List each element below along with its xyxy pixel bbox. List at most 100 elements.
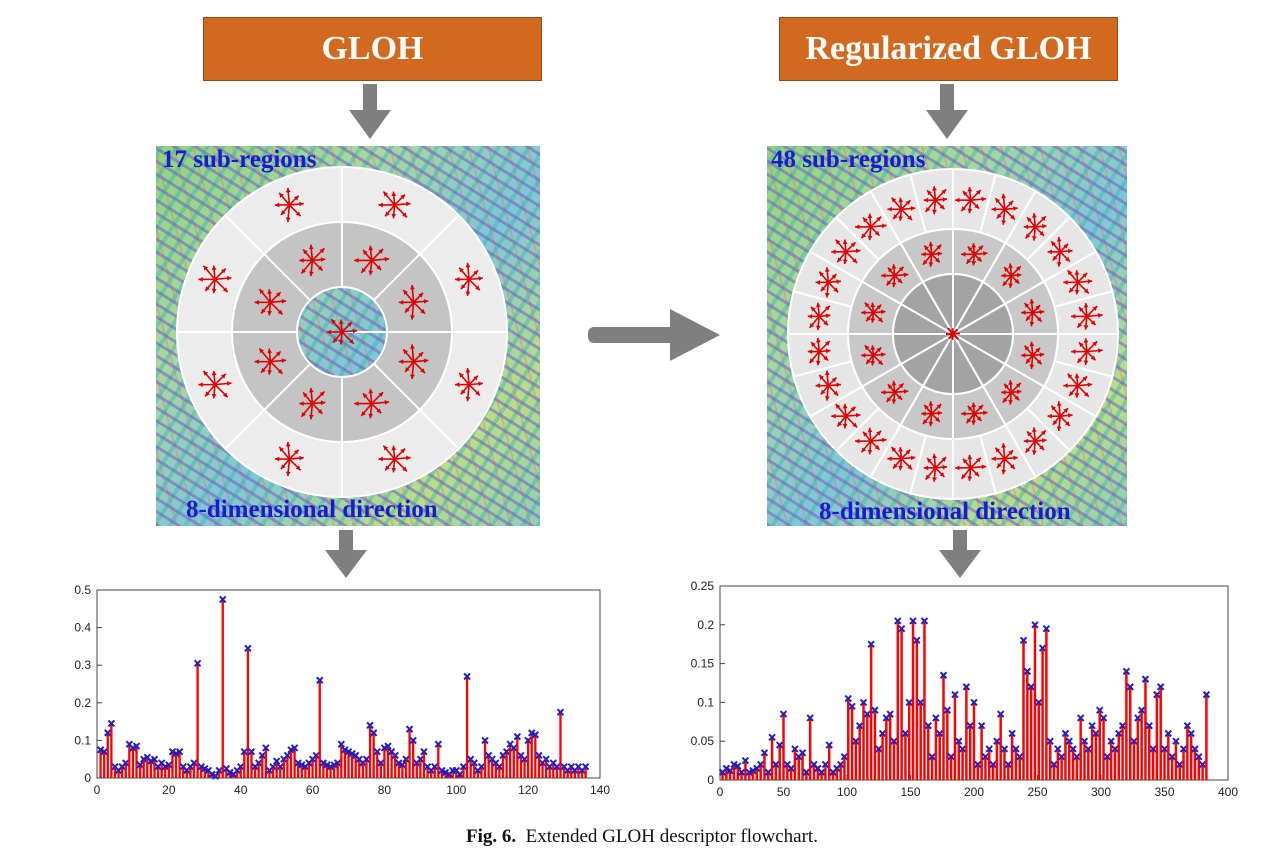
data-point-marker [1084, 745, 1093, 753]
bar [120, 766, 124, 778]
bar [509, 744, 512, 778]
data-point-marker [1156, 683, 1165, 691]
bar [462, 766, 465, 778]
data-point-marker [741, 756, 750, 765]
regularized-gloh-descriptor-chart: 0 0.05 0.1 0.15 0.2 0.25 0 50 100 150 200 250 300 350… [691, 579, 1239, 799]
gradient-direction-icon [299, 387, 326, 420]
bar [555, 766, 559, 778]
bar [196, 663, 199, 778]
data-point-marker [319, 759, 328, 767]
data-point-marker [775, 741, 784, 749]
bar [404, 759, 408, 778]
bar [358, 759, 361, 778]
bar [1201, 764, 1204, 780]
bar [458, 774, 462, 778]
data-point-marker [193, 659, 202, 668]
bar [721, 772, 724, 780]
bar [1068, 741, 1071, 780]
bar [1113, 748, 1117, 780]
data-point-marker [817, 768, 826, 776]
data-point-marker [1172, 737, 1180, 745]
bar [1151, 748, 1155, 780]
x-tick-label: 40 [234, 783, 248, 797]
bar [437, 744, 440, 778]
gradient-direction-icon [326, 318, 358, 345]
bar [907, 702, 911, 780]
bar [505, 751, 508, 778]
bar [516, 736, 519, 778]
bar [991, 764, 995, 780]
bar [279, 766, 282, 778]
bar [1136, 717, 1140, 780]
bar [412, 740, 415, 778]
data-point-marker [764, 768, 772, 776]
bar [725, 768, 728, 780]
bar [881, 733, 884, 780]
data-point-marker [161, 763, 169, 771]
bar [957, 741, 961, 780]
y-tick-label: 0.05 [691, 734, 715, 748]
data-point-marker [1160, 745, 1169, 753]
bar [1090, 725, 1094, 780]
bar [487, 755, 490, 778]
bar [740, 772, 743, 780]
gradient-direction-icon [855, 427, 887, 455]
bar [383, 747, 386, 778]
bar [584, 766, 587, 778]
gradient-direction-icon [274, 187, 304, 223]
y-tick-label: 0 [707, 773, 714, 787]
data-point-marker [531, 731, 540, 739]
bar [146, 757, 149, 778]
gradient-direction-icon [855, 213, 887, 241]
gradient-direction-icon [455, 367, 484, 402]
data-point-marker [825, 741, 833, 749]
gradient-direction-icon [1021, 341, 1045, 370]
gradient-direction-icon [398, 284, 429, 320]
bar [1159, 686, 1162, 780]
bar [379, 762, 382, 778]
data-point-marker [316, 676, 324, 684]
gradient-direction-icon [1047, 401, 1073, 432]
data-point-marker [947, 753, 955, 761]
data-point-marker [377, 759, 385, 767]
bar [961, 748, 964, 780]
bar [433, 766, 436, 778]
data-point-marker [962, 683, 971, 691]
data-point-marker [100, 747, 108, 756]
data-point-marker [1187, 729, 1195, 738]
bar [537, 755, 541, 778]
bar [820, 772, 823, 780]
gradient-direction-icon [398, 344, 429, 380]
bar [987, 748, 991, 780]
bar [361, 762, 365, 778]
data-point-marker [989, 760, 997, 769]
data-point-marker [1096, 706, 1104, 714]
bar [577, 766, 580, 778]
data-point-marker [175, 747, 184, 756]
y-tick-label: 0.1 [697, 695, 714, 709]
bar [938, 733, 941, 780]
data-point-marker [1149, 745, 1157, 753]
data-point-marker [1168, 753, 1176, 761]
bar [1098, 710, 1101, 780]
gradient-direction-icon [354, 245, 390, 276]
bar [580, 770, 584, 778]
bar [1022, 640, 1025, 780]
data-point-marker [943, 706, 952, 714]
data-point-marker [737, 768, 746, 776]
data-point-marker [1069, 745, 1077, 753]
data-point-marker [269, 763, 277, 771]
data-point-marker [1122, 667, 1131, 676]
bar [999, 714, 1002, 780]
sub-region [949, 302, 1015, 335]
data-point-marker [772, 760, 780, 769]
data-point-marker [208, 770, 216, 778]
data-point-marker [970, 698, 978, 707]
bar [900, 628, 903, 780]
data-point-marker [894, 617, 902, 625]
bar [534, 734, 537, 778]
bar [1018, 756, 1021, 780]
gradient-direction-icon [807, 337, 831, 366]
bar [1071, 748, 1075, 780]
data-point-marker [1061, 729, 1070, 738]
